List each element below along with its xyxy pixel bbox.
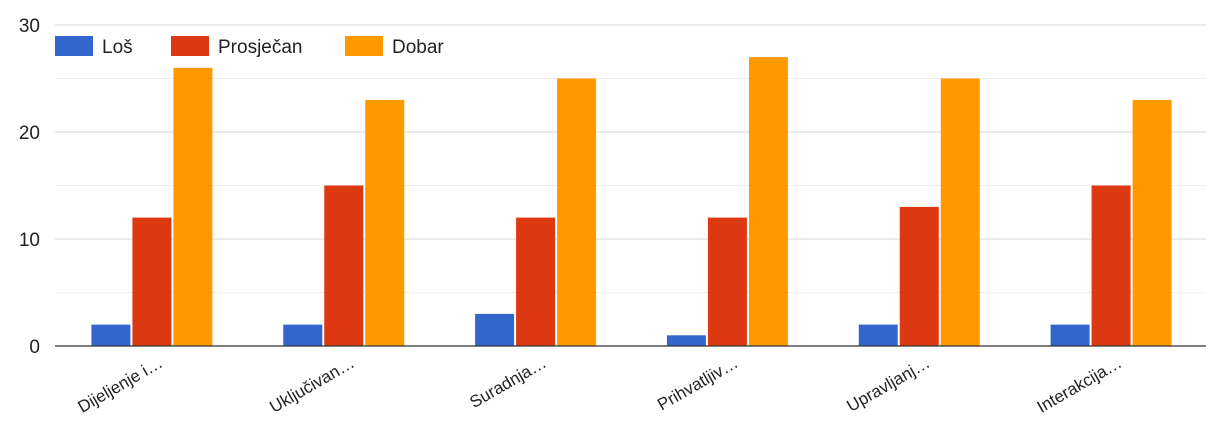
bar-prosječan-4: [707, 217, 747, 346]
bar-loš-6: [1050, 324, 1090, 346]
bars: [91, 57, 1172, 347]
legend-swatch-prosječan: [171, 36, 209, 56]
bar-dobar-5: [940, 78, 980, 346]
legend-swatch-loš: [55, 36, 93, 56]
y-tick-label: 20: [19, 123, 40, 144]
bar-prosječan-6: [1091, 185, 1131, 346]
bar-loš-2: [283, 324, 323, 346]
bar-loš-3: [475, 313, 515, 346]
y-tick-label: 30: [19, 16, 40, 37]
x-axis-tick-labels: Dijeljenje i… Uključivan… Suradnja… Prihvat…: [75, 353, 1125, 417]
x-tick-label: Upravljanj…: [844, 353, 934, 416]
bar-dobar-4: [748, 57, 788, 346]
bar-loš-4: [666, 335, 706, 346]
bar-dobar-3: [557, 78, 597, 346]
legend-label: Prosječan: [218, 37, 303, 58]
y-tick-label: 0: [29, 337, 40, 358]
bar-prosječan-3: [516, 217, 556, 346]
legend: Loš Prosječan Dobar: [55, 36, 444, 58]
legend-label: Dobar: [392, 37, 444, 58]
legend-swatch-dobar: [345, 36, 383, 56]
gridlines: [55, 24, 1206, 293]
x-tick-label: Dijeljenje i…: [75, 353, 166, 417]
bar-dobar-2: [365, 99, 405, 347]
x-tick-label: Suradnja…: [466, 353, 549, 412]
bar-loš-5: [858, 324, 898, 346]
y-axis-ticks: 0 10 20 30: [19, 16, 40, 358]
legend-label: Loš: [102, 37, 133, 58]
bar-prosječan-5: [899, 206, 939, 346]
x-tick-label: Prihvatljiv…: [654, 353, 741, 414]
bar-loš-1: [91, 324, 131, 346]
bar-dobar-1: [173, 67, 213, 347]
x-tick-label: Interakcija…: [1034, 353, 1125, 417]
y-tick-label: 10: [19, 230, 40, 251]
x-tick-label: Uključivan…: [266, 353, 357, 417]
bar-dobar-6: [1132, 99, 1172, 347]
bar-prosječan-2: [324, 185, 364, 346]
bar-prosječan-1: [132, 217, 172, 346]
